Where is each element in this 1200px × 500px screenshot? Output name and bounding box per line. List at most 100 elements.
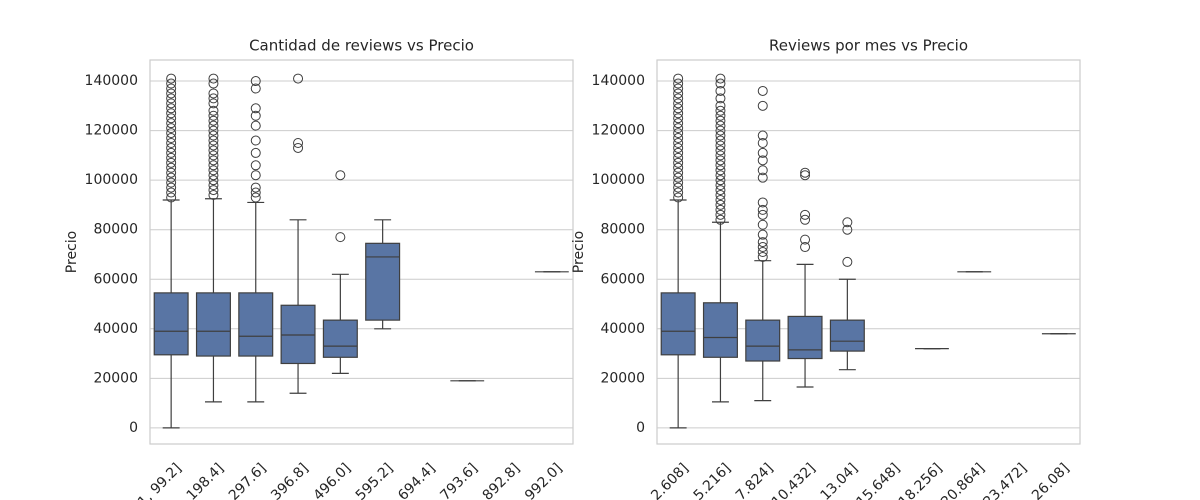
outlier — [800, 242, 811, 253]
outlier — [800, 209, 811, 220]
outlier — [208, 190, 219, 201]
outlier — [166, 73, 177, 84]
box — [365, 242, 401, 321]
outlier — [208, 185, 219, 196]
outlier — [757, 219, 768, 230]
y-axis-label: Precio — [571, 231, 587, 273]
outlier — [166, 108, 177, 119]
outlier — [673, 108, 684, 119]
outlier — [715, 100, 726, 111]
outlier — [166, 133, 177, 144]
outlier — [715, 105, 726, 116]
outlier — [208, 73, 219, 84]
outlier — [673, 123, 684, 134]
x-tick-label: (-0.991, 99.2] — [106, 460, 185, 500]
box — [745, 319, 781, 362]
y-tick-label: 40000 — [93, 321, 138, 337]
y-tick-label: 20000 — [600, 370, 645, 386]
box — [660, 292, 696, 356]
outlier — [208, 98, 219, 109]
outlier — [208, 93, 219, 104]
outlier — [800, 170, 811, 181]
x-tick-label: (-0.024, 2.608] — [606, 460, 692, 500]
outlier — [166, 118, 177, 129]
outlier — [166, 157, 177, 168]
outlier — [673, 152, 684, 163]
outlier — [757, 237, 768, 248]
outlier — [715, 130, 726, 141]
y-tick-label: 80000 — [600, 222, 645, 238]
box — [702, 302, 738, 358]
outlier — [166, 93, 177, 104]
outlier — [715, 135, 726, 146]
outlier — [335, 170, 346, 181]
outlier — [715, 120, 726, 131]
outlier — [250, 120, 261, 131]
outlier — [250, 135, 261, 146]
outlier — [673, 113, 684, 124]
outlier — [715, 214, 726, 225]
outlier — [757, 165, 768, 176]
outlier — [673, 118, 684, 129]
outlier — [166, 172, 177, 183]
outlier — [166, 192, 177, 203]
outlier — [715, 140, 726, 151]
outlier — [673, 172, 684, 183]
outlier — [715, 209, 726, 220]
y-tick-label: 80000 — [93, 222, 138, 238]
outlier — [715, 160, 726, 171]
box — [787, 315, 823, 360]
outlier — [715, 190, 726, 201]
outlier — [250, 187, 261, 198]
chart: Reviews por mes vs Precio Precio 0 20000 400… — [571, 37, 1081, 500]
outlier — [673, 142, 684, 153]
outlier — [673, 187, 684, 198]
outlier — [715, 145, 726, 156]
y-tick-label: 120000 — [592, 123, 645, 139]
outlier — [715, 199, 726, 210]
outlier — [208, 130, 219, 141]
outlier — [757, 172, 768, 183]
outlier — [208, 165, 219, 176]
outlier — [208, 180, 219, 191]
outlier — [208, 155, 219, 166]
chart-title: Cantidad de reviews vs Precio — [249, 37, 474, 55]
outlier — [757, 147, 768, 158]
outlier — [842, 224, 853, 235]
outlier — [166, 147, 177, 158]
outlier — [166, 177, 177, 188]
outlier — [715, 204, 726, 215]
box — [829, 319, 865, 352]
outlier — [800, 214, 811, 225]
outlier — [166, 187, 177, 198]
y-tick-label: 20000 — [93, 370, 138, 386]
y-tick-label: 100000 — [592, 172, 645, 188]
outlier — [208, 175, 219, 186]
outlier — [715, 78, 726, 89]
outlier — [757, 197, 768, 208]
outlier — [673, 192, 684, 203]
outlier — [208, 150, 219, 161]
box — [322, 319, 358, 358]
outlier — [208, 135, 219, 146]
box — [153, 292, 189, 356]
y-tick-label: 0 — [636, 420, 645, 436]
box — [195, 292, 231, 357]
outlier — [673, 103, 684, 114]
outlier — [250, 83, 261, 94]
outlier — [673, 88, 684, 99]
outlier — [757, 247, 768, 257]
outlier — [166, 162, 177, 173]
outlier — [842, 256, 853, 267]
y-tick-label: 100000 — [85, 172, 138, 188]
y-tick-label: 0 — [129, 420, 138, 436]
y-tick-label: 60000 — [600, 271, 645, 287]
outlier — [293, 73, 304, 84]
outlier — [673, 133, 684, 144]
outlier — [673, 93, 684, 104]
box — [238, 292, 274, 357]
outlier — [335, 232, 346, 243]
outlier — [757, 242, 768, 253]
outlier — [293, 142, 304, 153]
